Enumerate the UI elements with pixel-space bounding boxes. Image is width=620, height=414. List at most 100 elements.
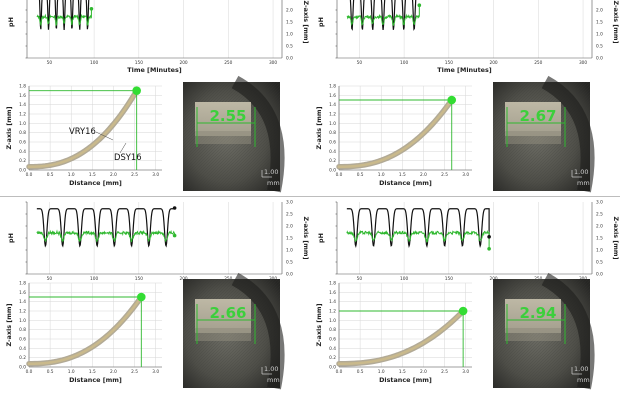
- z-tick-label: 0.0: [286, 56, 293, 62]
- z-tick-label: 1.0: [286, 32, 293, 38]
- bend-marker: [458, 306, 468, 316]
- bend-x-tick-label: 3.0: [152, 369, 159, 375]
- bend-y-tick-label: 1.6: [19, 93, 26, 99]
- bend-y-tick-label: 0.6: [19, 140, 26, 146]
- z-end-point: [172, 233, 177, 238]
- fiber-label-leader: [95, 131, 114, 141]
- bend-x-tick-label: 0.0: [336, 172, 343, 178]
- bend-y-tick-label: 0.6: [329, 337, 336, 343]
- photo-vignette-edge: [231, 75, 285, 193]
- z-end-point: [487, 247, 491, 251]
- fiber-sample-shadow: [195, 328, 251, 341]
- scale-bar-value: 1.00: [574, 365, 588, 373]
- z-tick-label: 0.0: [596, 56, 603, 62]
- fiber-inner-layer: [27, 89, 138, 169]
- z-end-point: [89, 7, 94, 11]
- sample-photo: 2.66 1.00 mm: [183, 272, 285, 390]
- bend-y-tick-label: 1.0: [19, 318, 26, 324]
- bend-y-tick-label: 0.2: [329, 355, 336, 361]
- bend-x-tick-label: 1.0: [68, 369, 75, 375]
- fiber-inner-layer: [337, 309, 465, 366]
- bend-y-tick-label: 0.4: [19, 346, 26, 352]
- bend-x-tick-label: 0.0: [26, 369, 33, 375]
- bend-x-tick-label: 2.0: [110, 172, 117, 178]
- bend-distance-value: 2.94: [519, 304, 556, 322]
- time-plot: 501001502002503003.02.52.01.51.00.50.0pH…: [317, 200, 620, 283]
- bend-x-tick-label: 0.5: [357, 172, 364, 178]
- fiber-sample-shadow: [195, 131, 251, 144]
- z-tick-label: 0.0: [286, 272, 293, 278]
- bend-y-tick-label: 1.0: [19, 121, 26, 127]
- z-tick-label: 2.5: [596, 212, 603, 218]
- bend-x-tick-label: 1.5: [399, 369, 406, 375]
- z-tick-label: 1.5: [286, 236, 293, 242]
- bend-y-tick-label: 0.8: [329, 130, 336, 136]
- fiber-label-leader: [119, 142, 127, 154]
- z-tick-label: 1.0: [596, 248, 603, 254]
- time-z-axis-label: Z-axis [mm]: [612, 1, 620, 44]
- fiber-sample-shadow: [505, 328, 561, 341]
- bend-x-tick-label: 2.0: [420, 172, 427, 178]
- z-tick-label: 1.5: [286, 20, 293, 26]
- ph-end-point: [172, 206, 177, 210]
- z-tick-label: 2.0: [286, 8, 293, 14]
- z-tick-label: 3.0: [286, 200, 293, 206]
- time-tick-label: 100: [90, 60, 98, 66]
- bend-plot: 0.0 0.5 1.0 1.5 2.0 2.5 3.0 0.0 0.2 0.4 0.6 0.8 1.0 1…: [315, 84, 472, 187]
- z-tick-label: 1.5: [596, 236, 603, 242]
- bend-z-axis-label: Z-axis [mm]: [315, 106, 323, 149]
- photo-vignette-edge: [541, 75, 595, 193]
- bend-y-tick-label: 0.2: [19, 158, 26, 164]
- bend-y-tick-label: 0.6: [329, 140, 336, 146]
- panel-top-left: 50 100 150 200 250 300 3.0 2.5 2.0 1.5 1.0 0.5 0.0 pH…: [5, 0, 310, 193]
- bend-x-tick-label: 2.5: [441, 172, 448, 178]
- bend-x-tick-label: 3.0: [152, 172, 159, 178]
- bend-y-tick-label: 0.2: [329, 158, 336, 164]
- bend-x-tick-label: 3.0: [462, 172, 469, 178]
- distance-axis-label: Distance [mm]: [69, 376, 122, 384]
- bend-x-tick-label: 0.5: [357, 369, 364, 375]
- ph-axis-label: pH: [317, 233, 325, 243]
- panel-bottom-left: 501001502002503003.02.52.01.51.00.50.0pH…: [5, 200, 310, 390]
- time-tick-label: 50: [47, 276, 53, 282]
- z-axis-trace: [36, 8, 92, 27]
- fiber-inner-layer: [337, 98, 454, 169]
- sample-photo: 2.55 1.00 mm: [183, 75, 285, 193]
- fiber-inner-layer: [27, 295, 143, 366]
- time-plot: 501001502002503003.02.52.01.51.00.50.0pH…: [7, 0, 310, 74]
- ph-axis-label: pH: [317, 17, 325, 27]
- z-tick-label: 0.5: [596, 260, 603, 266]
- bend-x-tick-label: 2.0: [420, 369, 427, 375]
- time-tick-label: 150: [445, 60, 453, 66]
- sample-photo: 2.67 1.00 mm: [493, 75, 595, 193]
- ph-trace: [346, 208, 490, 249]
- bend-x-tick-label: 0.0: [26, 172, 33, 178]
- distance-axis-label: Distance [mm]: [379, 376, 432, 384]
- panel-bottom-right: 501001502002503003.02.52.01.51.00.50.0pH…: [315, 200, 620, 390]
- bend-distance-value: 2.66: [209, 304, 246, 322]
- scale-bar-value: 1.00: [264, 365, 278, 373]
- time-tick-label: 150: [135, 276, 143, 282]
- bend-x-tick-label: 2.5: [441, 369, 448, 375]
- bend-y-tick-label: 1.8: [19, 281, 26, 287]
- z-end-point: [417, 3, 422, 7]
- fiber-outer-layer: [26, 294, 145, 367]
- fiber-sample-shadow: [505, 131, 561, 144]
- bend-y-tick-label: 1.4: [19, 299, 26, 305]
- bend-x-tick-label: 2.5: [131, 172, 138, 178]
- bend-y-tick-label: 1.4: [329, 102, 336, 108]
- z-axis-trace: [346, 229, 490, 249]
- scale-bar-unit: mm: [267, 179, 280, 187]
- panel-top-right: 50 100 150 200 250 300 3.0 2.5 2.0 1.5 1.0 0.5 0.0 pH…: [315, 0, 620, 193]
- time-tick-label: 200: [489, 60, 497, 66]
- time-tick-label: 100: [400, 60, 408, 66]
- fiber-outer-layer: [336, 97, 455, 170]
- time-tick-label: 300: [269, 60, 277, 66]
- time-z-axis-label: Z-axis [mm]: [302, 1, 310, 44]
- time-z-axis-label: Z-axis [mm]: [302, 217, 310, 260]
- bend-y-tick-label: 0.8: [329, 327, 336, 333]
- bend-y-tick-label: 1.2: [329, 112, 336, 118]
- z-tick-label: 2.0: [596, 224, 603, 230]
- ph-trace: [36, 208, 176, 248]
- z-tick-label: 2.5: [596, 0, 603, 2]
